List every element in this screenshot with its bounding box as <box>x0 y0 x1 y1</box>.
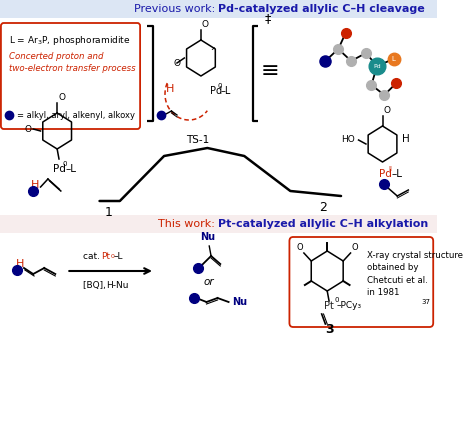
Text: TS-1: TS-1 <box>187 135 210 145</box>
Text: H: H <box>402 134 410 144</box>
Text: Pt: Pt <box>101 252 110 261</box>
Text: or: or <box>204 277 215 287</box>
Text: H: H <box>166 84 175 94</box>
Text: O: O <box>296 243 303 252</box>
Text: O: O <box>383 106 391 115</box>
Text: ‡: ‡ <box>264 12 271 25</box>
Text: 0: 0 <box>335 297 339 303</box>
Text: Pd: Pd <box>54 164 66 174</box>
Text: = alkyl, aryl, alkenyl, alkoxy: = alkyl, aryl, alkenyl, alkoxy <box>17 110 135 120</box>
Text: O: O <box>24 124 31 133</box>
Text: 0: 0 <box>110 254 115 259</box>
Text: L = Ar$_3$P, phosphoramidite: L = Ar$_3$P, phosphoramidite <box>9 34 131 47</box>
Text: Pd-catalyzed allylic C–H cleavage: Pd-catalyzed allylic C–H cleavage <box>219 4 425 14</box>
FancyBboxPatch shape <box>1 23 140 129</box>
Text: ≡: ≡ <box>261 61 279 81</box>
Text: [BQ],: [BQ], <box>83 281 109 290</box>
Text: cat.: cat. <box>83 252 103 261</box>
Text: Nu: Nu <box>200 232 215 242</box>
Text: H: H <box>16 259 25 269</box>
Text: O: O <box>352 243 358 252</box>
Text: 1: 1 <box>105 206 113 219</box>
Text: L: L <box>392 56 395 62</box>
Text: Pd: Pd <box>210 86 222 96</box>
Text: –PCy₃: –PCy₃ <box>337 302 362 311</box>
Text: 3: 3 <box>325 323 333 336</box>
FancyBboxPatch shape <box>0 215 437 233</box>
Text: Pt: Pt <box>324 301 334 311</box>
Text: 2: 2 <box>319 201 327 214</box>
Text: X-ray crystal structure
obtained by
Chetcuti et al.
in 1981: X-ray crystal structure obtained by Chet… <box>367 251 463 297</box>
Text: H: H <box>31 180 39 190</box>
Text: Nu: Nu <box>232 297 247 307</box>
Text: –L: –L <box>65 164 76 174</box>
Text: II: II <box>388 166 392 172</box>
Text: 0: 0 <box>218 83 222 89</box>
Text: –L: –L <box>113 252 123 261</box>
Text: –L: –L <box>220 86 231 96</box>
FancyBboxPatch shape <box>0 0 437 18</box>
Text: 37: 37 <box>421 299 430 305</box>
Text: H-Nu: H-Nu <box>106 281 128 290</box>
Text: HO: HO <box>341 135 355 144</box>
Text: 0: 0 <box>63 161 67 167</box>
Text: Previous work:: Previous work: <box>134 4 219 14</box>
Text: Pd: Pd <box>379 169 392 179</box>
Text: O: O <box>202 20 209 29</box>
Text: Pt-catalyzed allylic C–H alkylation: Pt-catalyzed allylic C–H alkylation <box>219 219 428 229</box>
Text: –L: –L <box>392 169 403 179</box>
Text: This work:: This work: <box>158 219 219 229</box>
Text: Concerted proton and
two-electron transfer process: Concerted proton and two-electron transf… <box>9 52 136 73</box>
FancyBboxPatch shape <box>290 237 433 327</box>
Text: O: O <box>173 58 181 67</box>
Text: O: O <box>58 93 65 102</box>
Text: Pd: Pd <box>373 63 381 69</box>
